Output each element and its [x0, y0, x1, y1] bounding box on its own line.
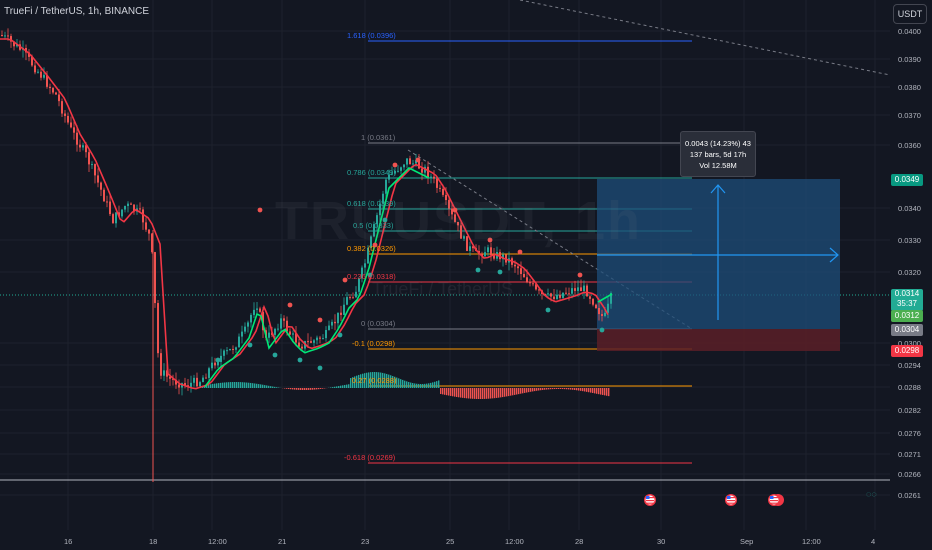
signal-dots — [215, 157, 605, 371]
fib-label-0618: 0.618 (0.0339) — [347, 199, 396, 208]
fib-label-05: 0.5 (0.0333) — [353, 221, 394, 230]
current-price-tag: 0.0314 35:37 — [891, 289, 923, 311]
ema-price-tag: 0.0312 — [891, 310, 923, 322]
position-tooltip: 0.0043 (14.23%) 43 137 bars, 5d 17h Vol … — [680, 131, 756, 177]
tooltip-bars: 137 bars, 5d 17h — [689, 149, 747, 159]
symbol-watermark: TRUUSDT, 1h — [275, 191, 643, 251]
fib-label-0786: 0.786 (0.0349) — [347, 168, 396, 177]
fib-label-1: 1 (0.0361) — [361, 133, 396, 142]
price-tick: 0.0320 — [898, 268, 921, 277]
fib-label-0382: 0.382 (0.0326) — [347, 244, 396, 253]
time-tick: 28 — [575, 537, 583, 546]
bar-countdown: 35:37 — [896, 299, 918, 308]
symbol-watermark-name: TrueFi / TetherUS — [372, 279, 514, 299]
time-tick: 18 — [149, 537, 157, 546]
supertrend-line[interactable] — [204, 167, 613, 388]
time-tick: Sep — [740, 537, 753, 546]
fib-label-neg01: -0.1 (0.0298) — [352, 339, 395, 348]
us-flag-event-icon[interactable] — [725, 494, 737, 506]
stop-price-tag: 0.0298 — [891, 345, 923, 357]
target-price-tag: 0.0349 — [891, 174, 923, 186]
time-tick: 4 — [871, 537, 875, 546]
time-tick: 21 — [278, 537, 286, 546]
price-tick: 0.0276 — [898, 429, 921, 438]
currency-button[interactable]: USDT — [893, 4, 927, 24]
time-tick: 12:00 — [505, 537, 524, 546]
arrow-right-icon — [829, 247, 839, 263]
chart-grid — [0, 0, 890, 530]
candlesticks — [1, 28, 612, 482]
us-flag-event-icon[interactable] — [644, 494, 656, 506]
scroll-to-realtime-icon[interactable]: ◌◌ — [866, 489, 877, 499]
us-flag-event-icon[interactable] — [768, 494, 784, 506]
price-tick: 0.0370 — [898, 111, 921, 120]
price-tick: 0.0340 — [898, 204, 921, 213]
fib-label-0: 0 (0.0304) — [361, 319, 396, 328]
price-tick: 0.0294 — [898, 361, 921, 370]
time-tick: 25 — [446, 537, 454, 546]
price-tick: 0.0271 — [898, 450, 921, 459]
trendline-top[interactable] — [519, 0, 891, 76]
time-tick: 16 — [64, 537, 72, 546]
fib-label-neg0618: -0.618 (0.0269) — [344, 453, 396, 462]
price-tick: 0.0360 — [898, 141, 921, 150]
current-price: 0.0314 — [894, 289, 920, 298]
price-tick: 0.0390 — [898, 55, 921, 64]
volume-histogram — [200, 372, 610, 399]
ema-line[interactable] — [0, 38, 609, 390]
fib-label-027: 0.27 (0.0288) — [352, 376, 397, 385]
trendline-mid[interactable] — [407, 149, 693, 330]
arrow-up-icon — [710, 184, 726, 194]
entry-price-tag: 0.0304 — [891, 324, 923, 336]
price-tick: 0.0282 — [898, 406, 921, 415]
price-tick: 0.0400 — [898, 27, 921, 36]
symbol-title[interactable]: TrueFi / TetherUS, 1h, BINANCE — [4, 6, 150, 17]
price-axis[interactable]: 0.0400 0.0390 0.0380 0.0370 0.0360 0.034… — [898, 27, 921, 500]
long-position-loss-zone[interactable] — [597, 329, 840, 351]
fib-label-1618: 1.618 (0.0396) — [347, 31, 396, 40]
price-tick: 0.0330 — [898, 236, 921, 245]
price-tick: 0.0300 — [898, 339, 921, 348]
time-tick: 30 — [657, 537, 665, 546]
time-axis[interactable]: 16 18 12:00 21 23 25 12:00 28 30 Sep 12:… — [64, 537, 875, 546]
fib-label-0236: 0.236 (0.0318) — [347, 272, 396, 281]
price-tick: 0.0266 — [898, 470, 921, 479]
price-tick: 0.0288 — [898, 383, 921, 392]
price-tick: 0.0380 — [898, 83, 921, 92]
time-tick: 23 — [361, 537, 369, 546]
time-tick: 12:00 — [802, 537, 821, 546]
tooltip-change: 0.0043 (14.23%) 43 — [685, 138, 751, 148]
time-tick: 12:00 — [208, 537, 227, 546]
price-tick: 0.0261 — [898, 491, 921, 500]
tooltip-volume: Vol 12.58M — [699, 160, 737, 170]
